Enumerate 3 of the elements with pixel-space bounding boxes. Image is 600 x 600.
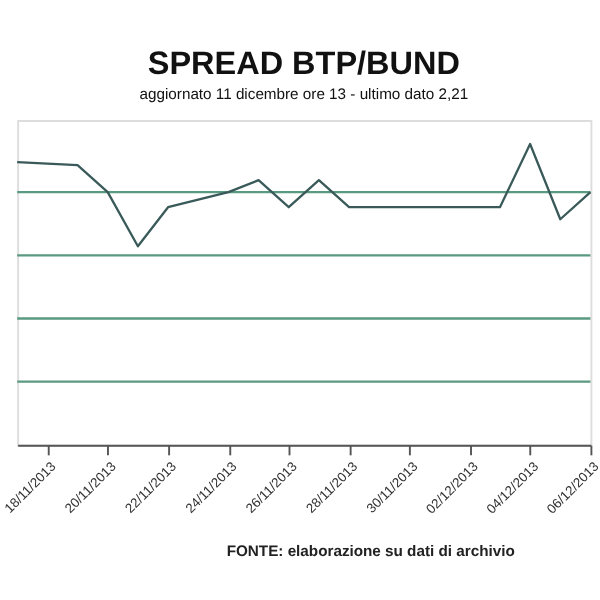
source-note: FONTE: elaborazione su dati di archivio (226, 541, 516, 560)
chart-title: SPREAD BTP/BUND (147, 46, 461, 83)
chart-subtitle: aggiornato 11 dicembre ore 13 - ultimo dato 2,21 (139, 84, 469, 103)
